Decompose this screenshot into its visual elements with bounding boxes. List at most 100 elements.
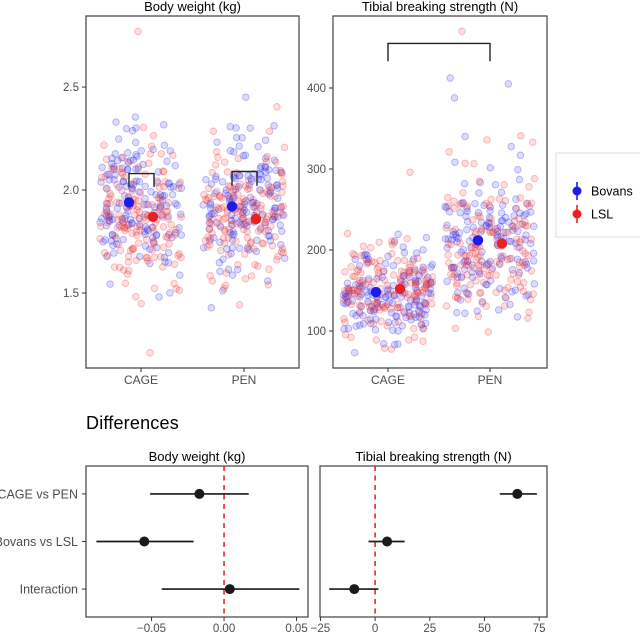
jitter-point	[241, 275, 250, 283]
legend-item-label: Bovans	[591, 184, 633, 198]
jitter-point	[469, 223, 478, 232]
jitter-point	[156, 198, 165, 206]
jitter-point	[124, 158, 133, 167]
jitter-point	[477, 227, 485, 236]
jitter-point	[468, 261, 476, 269]
jitter-point	[450, 204, 458, 213]
jitter-point	[515, 269, 524, 277]
jitter-point	[508, 222, 516, 231]
jitter-point	[135, 214, 143, 223]
jitter-point	[470, 264, 478, 272]
jitter-point	[235, 142, 243, 150]
jitter-point	[410, 310, 418, 318]
jitter-point	[388, 240, 397, 249]
jitter-point	[118, 216, 126, 224]
jitter-point	[162, 202, 171, 210]
jitter-point	[224, 265, 233, 274]
jitter-point	[148, 246, 156, 254]
jitter-point	[167, 220, 175, 229]
jitter-point	[213, 138, 221, 146]
jitter-point	[396, 276, 405, 284]
jitter-point	[149, 238, 158, 247]
jitter-point	[103, 208, 111, 216]
jitter-point	[381, 293, 390, 302]
jitter-point	[265, 166, 273, 174]
jitter-point	[177, 213, 186, 221]
jitter-point	[379, 340, 388, 348]
jitter-point	[460, 179, 469, 188]
jitter-point	[426, 279, 435, 287]
jitter-point	[388, 250, 396, 258]
jitter-point	[117, 223, 126, 231]
jitter-point	[459, 199, 467, 208]
jitter-point	[265, 127, 274, 136]
jitter-point	[125, 220, 133, 229]
jitter-point	[418, 267, 427, 275]
jitter-point	[96, 218, 104, 226]
jitter-point	[419, 246, 427, 254]
jitter-point	[119, 153, 127, 162]
jitter-point	[508, 288, 516, 296]
mean-point-lsl-pen	[496, 238, 508, 249]
jitter-point	[513, 313, 522, 321]
jitter-point	[252, 247, 261, 256]
jitter-point	[242, 182, 250, 190]
jitter-point	[365, 303, 374, 311]
jitter-point	[164, 212, 172, 221]
jitter-point	[152, 243, 161, 252]
jitter-point	[394, 327, 402, 335]
jitter-point	[203, 243, 212, 251]
jitter-point	[256, 204, 265, 213]
jitter-point	[419, 288, 427, 297]
jitter-point	[396, 274, 405, 283]
jitter-point	[149, 131, 158, 140]
jitter-point	[377, 317, 385, 325]
jitter-point	[417, 314, 425, 322]
jitter-point	[450, 197, 458, 205]
jitter-point	[204, 194, 213, 202]
jitter-point	[355, 287, 363, 296]
jitter-point	[221, 214, 230, 222]
jitter-point	[165, 230, 173, 239]
estimate-point	[512, 488, 523, 499]
jitter-point	[118, 186, 126, 195]
jitter-point	[157, 253, 165, 261]
jitter-point	[410, 333, 419, 341]
jitter-point	[276, 221, 285, 229]
jitter-point	[244, 243, 252, 251]
jitter-point	[418, 286, 427, 294]
jitter-point	[497, 252, 505, 260]
jitter-point	[477, 218, 486, 226]
jitter-point	[213, 203, 221, 211]
jitter-point	[172, 225, 180, 234]
jitter-point	[121, 226, 129, 235]
jitter-point	[134, 196, 143, 205]
jitter-point	[363, 251, 371, 259]
jitter-point	[461, 159, 469, 168]
jitter-point	[449, 263, 458, 272]
jitter-point	[224, 251, 233, 259]
jitter-point	[256, 164, 265, 172]
jitter-point	[103, 252, 111, 261]
differences-heading: Differences	[86, 413, 179, 433]
jitter-point	[468, 268, 476, 276]
jitter-point	[341, 289, 350, 298]
jitter-point	[158, 196, 167, 204]
jitter-point	[463, 257, 472, 266]
jitter-point	[254, 262, 262, 270]
jitter-point	[515, 258, 524, 266]
y-tick-label: 400	[307, 83, 326, 95]
jitter-point	[341, 292, 350, 301]
jitter-point	[97, 178, 105, 186]
jitter-point	[463, 204, 471, 212]
jitter-point	[164, 214, 172, 223]
jitter-point	[238, 215, 247, 223]
x-tick-label: 25	[423, 623, 436, 635]
jitter-point	[412, 297, 421, 305]
x-tick-label: −25	[311, 623, 331, 635]
jitter-point	[254, 142, 262, 151]
jitter-point	[494, 306, 503, 314]
jitter-point	[363, 257, 372, 266]
jitter-point	[174, 184, 183, 193]
jitter-point	[105, 194, 113, 203]
